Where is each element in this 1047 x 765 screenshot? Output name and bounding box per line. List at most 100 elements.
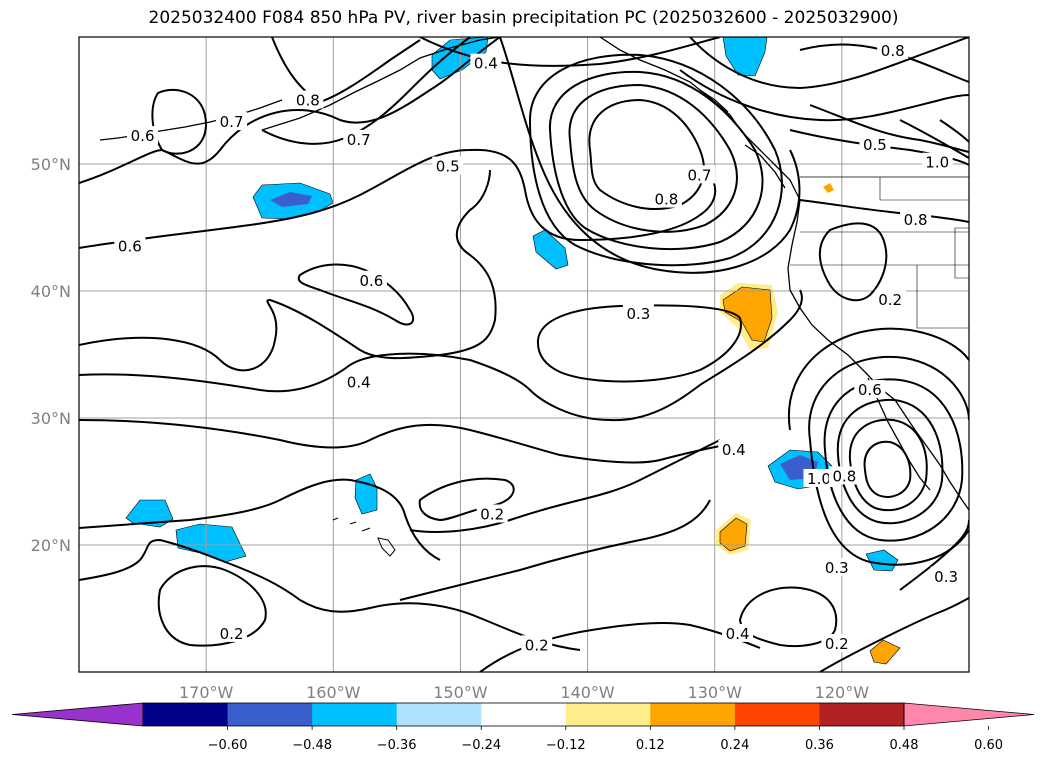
hawaii-islands (332, 517, 396, 557)
contour-label-bg (343, 372, 375, 391)
shade-blue (722, 37, 768, 77)
contour-label-bg (874, 289, 906, 308)
contour-se-ring-3 (836, 398, 944, 525)
lon-tick-label: 170°W (179, 683, 234, 702)
contour-label: 0.4 (347, 373, 371, 391)
map-frame (78, 36, 970, 673)
contour-ne-2 (679, 69, 969, 122)
contour-label-bg (722, 623, 754, 642)
coastline-bc-islands (699, 89, 786, 189)
colorbar-segment (734, 703, 820, 726)
lat-tick-label: 50°N (31, 155, 71, 174)
colorbar-tick-label: −0.48 (292, 738, 332, 753)
contour-label-bg (343, 129, 375, 148)
shade-blue (865, 549, 899, 572)
contour-label: 0.6 (858, 381, 882, 399)
colorbar-segment (565, 703, 651, 726)
contour-0.2-southwest (157, 565, 267, 647)
contour-label: 0.2 (525, 636, 549, 654)
contour-label-bg (683, 165, 715, 184)
contour-label-bg (127, 126, 159, 145)
contour-label-bg (718, 439, 750, 458)
contour-label: 0.7 (347, 131, 371, 149)
contour-label: 0.5 (436, 158, 460, 176)
contour-label: 0.7 (688, 166, 712, 184)
contour-ring-5 (499, 37, 801, 274)
lon-tick-label: 140°W (560, 683, 615, 702)
contour-0.3-oval (536, 304, 742, 383)
contour-0.6-ring (79, 37, 501, 184)
contour-0.2-east (819, 597, 969, 672)
contour-label: 1.0 (925, 154, 949, 172)
contour-label: 0.8 (881, 42, 905, 60)
contour-label: 0.4 (474, 55, 498, 73)
contour-0.7-west (151, 88, 207, 155)
colorbar-segment (481, 703, 567, 726)
contour-0.4-north (419, 37, 721, 67)
contour-label-bg (821, 634, 853, 653)
contour-ring-4 (528, 53, 783, 267)
contour-labels: 0.4 0.8 0.7 0.6 0.7 0.5 0.6 0.6 0.3 0.4 0.7 0.8 0.8 0… (114, 40, 962, 654)
colorbar-tick-label: 0.24 (720, 738, 749, 753)
contour-label-bg (521, 635, 553, 654)
contour-label: 0.3 (626, 305, 650, 323)
contour-label-bg (821, 557, 853, 576)
contour-label: 0.8 (904, 211, 928, 229)
contour-0.4 (79, 289, 803, 422)
contour-label-bg (216, 623, 248, 642)
contour-label-bg (114, 236, 146, 255)
contour-label-bg (859, 134, 891, 153)
colorbar-segment (650, 703, 736, 726)
contour-0.6-low (297, 263, 415, 326)
colorbar-tick-label: −0.24 (461, 738, 501, 753)
contour-label-bg (930, 566, 962, 585)
lon-tick-label: 160°W (306, 683, 361, 702)
contour-label-bg (921, 152, 953, 171)
colorbar-segment (227, 703, 313, 726)
contour-ne-5 (809, 104, 969, 153)
contour-label-bg (900, 209, 932, 228)
contour-label-bg (292, 90, 324, 109)
state-borders (790, 177, 969, 329)
contour-label: 0.7 (220, 113, 244, 131)
contour-se-ring-1 (863, 440, 912, 498)
contour-label-bg (650, 189, 682, 208)
contour-se-ring-2 (848, 418, 928, 512)
contour-0.2-south-center (399, 499, 711, 601)
contour-label-bg (432, 156, 464, 175)
contour-ring-1 (588, 98, 705, 211)
shade-orange (823, 183, 834, 193)
shade-blue (125, 499, 174, 528)
map-plot-area: 0.4 0.8 0.7 0.6 0.7 0.5 0.6 0.6 0.3 0.4 0.7 0.8 0.8 0… (79, 37, 969, 672)
contour-label: 0.2 (878, 291, 902, 309)
contour-label: 0.4 (722, 441, 746, 459)
shade-orange (869, 639, 901, 665)
contour-label-bg (470, 53, 502, 72)
contour-label: 0.2 (825, 635, 849, 653)
colorbar: −0.60 −0.48 −0.36 −0.24 −0.12 0.12 0.24 0.36 0.4… (11, 702, 1035, 753)
contour-ne-4 (789, 129, 969, 166)
contour-ne-8 (818, 222, 888, 302)
lat-tick-label: 30°N (31, 409, 71, 428)
contour-label: 0.5 (863, 136, 887, 154)
contour-label-bg (216, 112, 248, 131)
contour-0.3-west (79, 419, 721, 464)
contour-label: 0.6 (359, 272, 383, 290)
lon-tick-label: 120°W (815, 683, 870, 702)
shade-blue (175, 523, 247, 563)
contour-0.4-bottom (738, 586, 838, 648)
contour-se-ring-6 (787, 327, 969, 431)
contour-label: 0.8 (832, 467, 856, 485)
contour-0.5 (79, 148, 717, 249)
contour-label-bg (877, 40, 909, 59)
contour-ne-7 (799, 199, 969, 223)
colorbar-tick-label: 0.12 (636, 738, 665, 753)
shade-blue (354, 473, 378, 515)
colorbar-tick-label: 0.60 (974, 738, 1003, 753)
colorbar-segment (396, 703, 482, 726)
colorbar-tick-label: 0.48 (890, 738, 919, 753)
contour-label: 0.3 (825, 559, 849, 577)
contour-0.5-west (79, 169, 497, 372)
colorbar-tick-label: 0.36 (805, 738, 834, 753)
colorbar-segment (312, 703, 398, 726)
